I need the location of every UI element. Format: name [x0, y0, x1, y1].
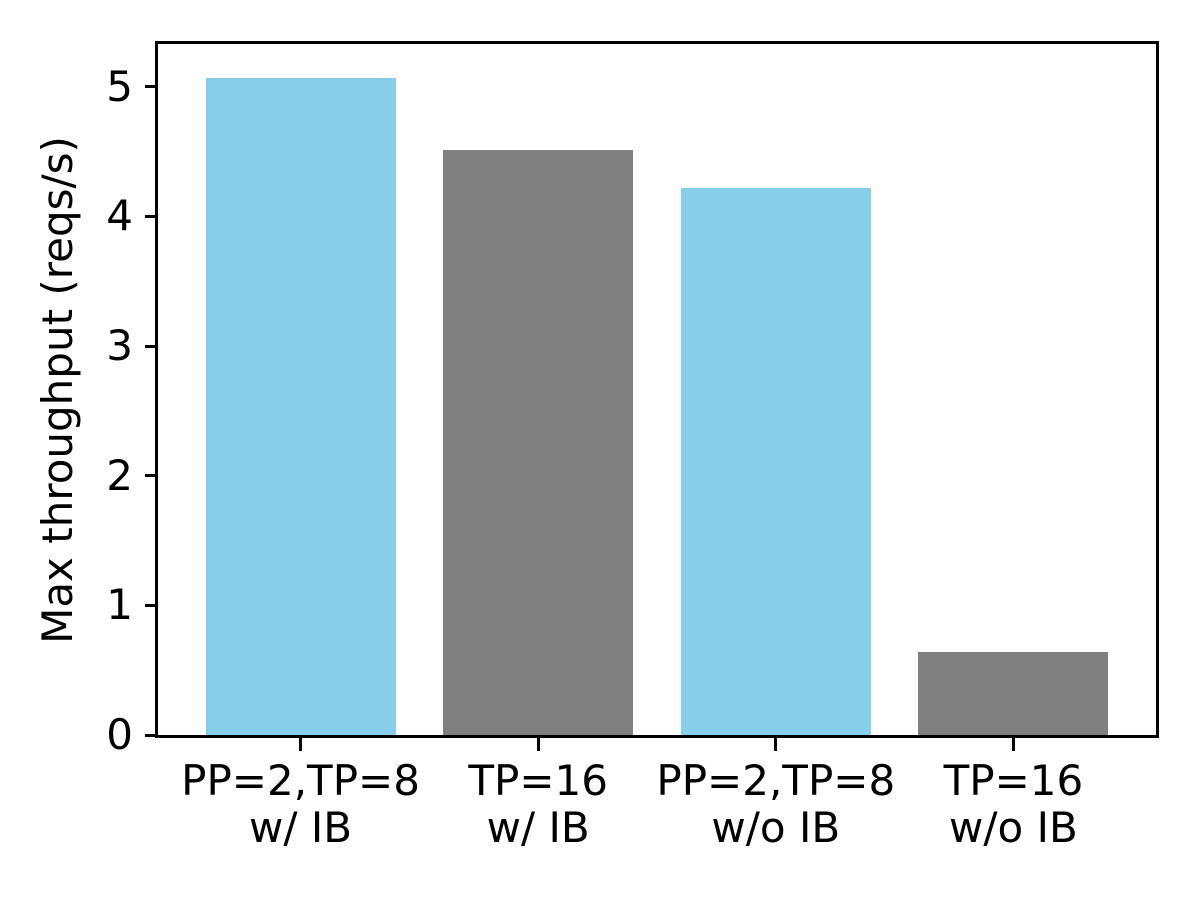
x-tick-label-0-line2: w/ IB [249, 803, 353, 852]
x-tick-mark-1 [536, 738, 540, 751]
x-tick-label-2-line1: PP=2,TP=8 [656, 756, 896, 805]
y-tick-mark-2 [145, 474, 158, 478]
bar-1 [443, 150, 634, 735]
x-tick-label-2: PP=2,TP=8 w/o IB [626, 757, 926, 851]
x-tick-label-1-line2: w/ IB [486, 803, 590, 852]
bar-2 [680, 187, 871, 735]
x-tick-label-3-line1: TP=16 [943, 756, 1084, 805]
y-tick-label-5: 5 [106, 61, 133, 111]
y-tick-mark-3 [145, 344, 158, 348]
y-tick-mark-4 [145, 214, 158, 218]
x-tick-label-0: PP=2,TP=8 w/ IB [151, 757, 451, 851]
x-tick-mark-3 [1011, 738, 1015, 751]
y-tick-mark-1 [145, 603, 158, 607]
bar-0 [205, 77, 396, 735]
y-tick-label-3: 3 [106, 321, 133, 371]
x-tick-mark-0 [299, 738, 303, 751]
x-tick-label-3-line2: w/o IB [949, 803, 1078, 852]
x-tick-label-3: TP=16 w/o IB [863, 757, 1163, 851]
x-tick-label-1: TP=16 w/ IB [388, 757, 688, 851]
y-tick-label-1: 1 [106, 580, 133, 630]
y-tick-label-0: 0 [106, 710, 133, 759]
x-tick-label-1-line1: TP=16 [468, 756, 608, 805]
bar-3 [918, 652, 1109, 735]
y-tick-label-2: 2 [106, 450, 133, 500]
x-tick-mark-2 [774, 738, 778, 751]
x-tick-label-2-line2: w/o IB [711, 803, 841, 852]
y-tick-label-4: 4 [106, 191, 133, 241]
y-tick-mark-5 [145, 85, 158, 89]
x-tick-label-0-line1: PP=2,TP=8 [181, 756, 420, 805]
y-tick-mark-0 [145, 733, 158, 737]
plot-area [155, 41, 1159, 738]
